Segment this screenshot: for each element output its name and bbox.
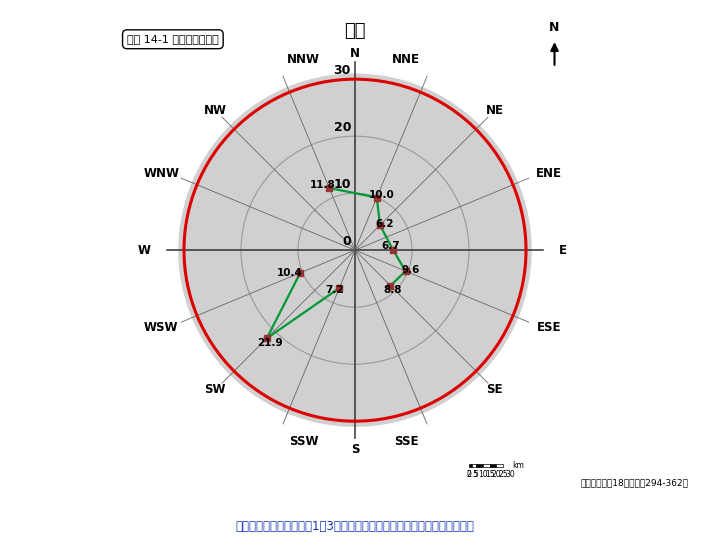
Text: 0: 0 bbox=[342, 235, 351, 248]
Bar bbox=[476, 464, 483, 467]
Text: 15: 15 bbox=[485, 470, 494, 479]
Text: 参考 14-1 試算結果：伊方: 参考 14-1 試算結果：伊方 bbox=[127, 34, 219, 44]
Text: 21.9: 21.9 bbox=[257, 338, 283, 348]
Text: SSE: SSE bbox=[394, 435, 419, 448]
Text: 9.6: 9.6 bbox=[401, 265, 420, 275]
Text: 福島第一原子力発電所（1〜3号機）の放射性物質量と同じと仮定した計算: 福島第一原子力発電所（1〜3号機）の放射性物質量と同じと仮定した計算 bbox=[236, 520, 474, 533]
Text: 6.7: 6.7 bbox=[381, 241, 400, 251]
Text: S: S bbox=[351, 443, 359, 456]
Bar bbox=[496, 464, 503, 467]
Text: N: N bbox=[550, 20, 559, 33]
Text: 10: 10 bbox=[334, 178, 351, 191]
Text: SE: SE bbox=[486, 384, 503, 397]
Text: NW: NW bbox=[204, 104, 226, 117]
Bar bbox=[489, 464, 496, 467]
Text: 20: 20 bbox=[334, 121, 351, 134]
Bar bbox=[483, 464, 489, 467]
Text: 5: 5 bbox=[474, 470, 479, 479]
Text: ESE: ESE bbox=[537, 321, 561, 334]
Text: 6.2: 6.2 bbox=[376, 219, 394, 229]
Text: 10.4: 10.4 bbox=[277, 268, 303, 278]
Text: ENE: ENE bbox=[536, 167, 562, 180]
Text: 伊方: 伊方 bbox=[344, 22, 366, 40]
Text: WSW: WSW bbox=[144, 321, 178, 334]
Text: W: W bbox=[138, 244, 151, 257]
Text: SW: SW bbox=[204, 384, 226, 397]
Text: 10: 10 bbox=[478, 470, 488, 479]
Text: E: E bbox=[559, 244, 567, 257]
Text: NE: NE bbox=[486, 104, 503, 117]
Text: NNE: NNE bbox=[393, 53, 420, 66]
Text: 20: 20 bbox=[491, 470, 501, 479]
Text: WNW: WNW bbox=[143, 167, 179, 180]
Text: 30: 30 bbox=[334, 64, 351, 77]
Text: 8.8: 8.8 bbox=[383, 285, 401, 295]
Text: NNW: NNW bbox=[288, 53, 320, 66]
Text: 10.0: 10.0 bbox=[368, 190, 394, 200]
Text: 0: 0 bbox=[466, 470, 471, 479]
Text: 11.8: 11.8 bbox=[310, 180, 335, 190]
Bar bbox=[472, 464, 476, 467]
Text: SSW: SSW bbox=[289, 435, 319, 448]
Circle shape bbox=[178, 74, 532, 427]
Text: 7.2: 7.2 bbox=[325, 285, 344, 295]
Text: 30: 30 bbox=[506, 470, 515, 479]
Text: 2.5: 2.5 bbox=[466, 470, 479, 479]
Bar bbox=[469, 464, 472, 467]
Text: km: km bbox=[512, 461, 524, 470]
Text: N: N bbox=[350, 47, 360, 60]
Text: 承認番号　帓18総使　第294-362号: 承認番号 帓18総使 第294-362号 bbox=[581, 478, 689, 487]
Text: 25: 25 bbox=[498, 470, 508, 479]
